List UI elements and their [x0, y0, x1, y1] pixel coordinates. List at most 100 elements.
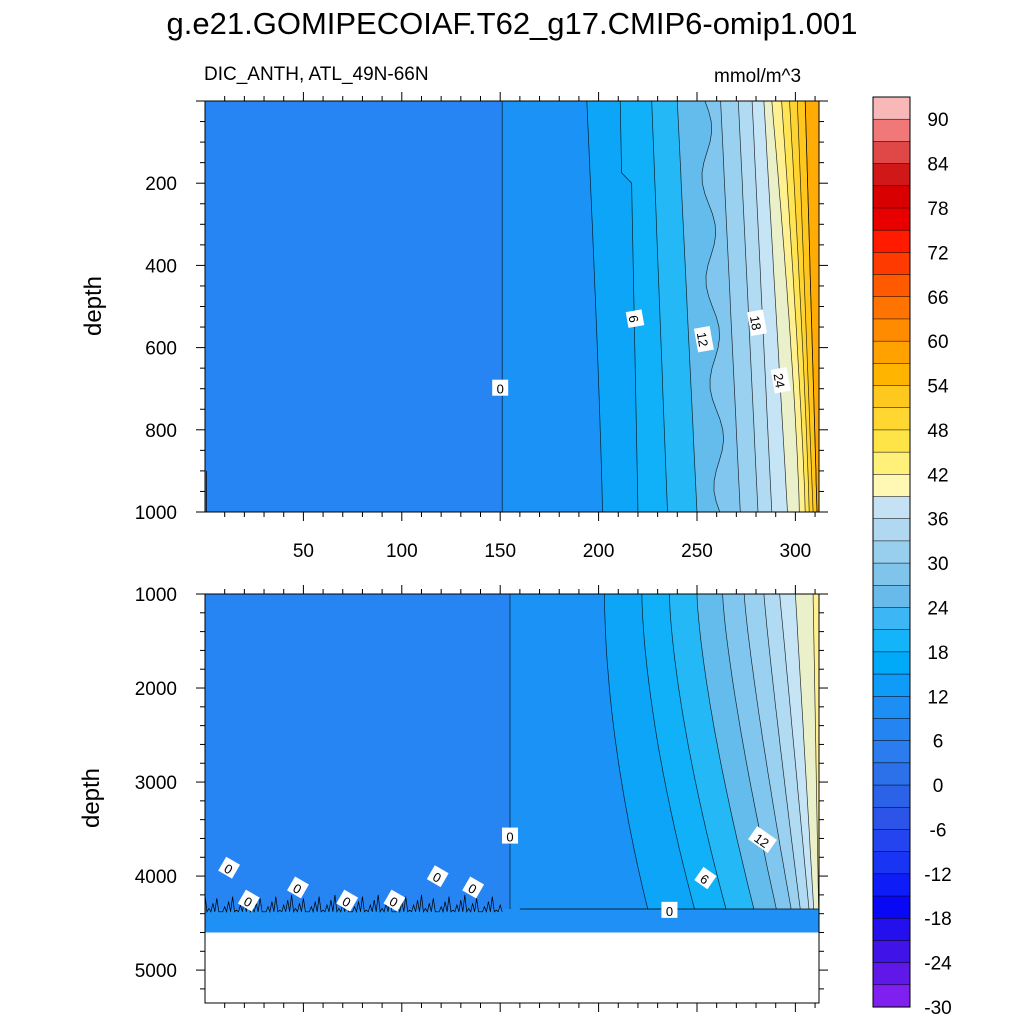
x-tick-label: 300	[780, 541, 812, 562]
x-tick-label: 150	[484, 541, 516, 562]
contour-label-text: 12	[694, 331, 711, 348]
contour-label: 18	[747, 309, 767, 336]
contour-label: 0	[336, 889, 359, 912]
colorbar-label: 66	[927, 288, 948, 309]
colorbar-swatch	[872, 629, 911, 653]
colorbar-swatch	[872, 385, 911, 409]
x-tick-label: 200	[583, 541, 615, 562]
contour-label-box	[492, 379, 509, 396]
colorbar-swatch	[872, 873, 911, 897]
colorbar-swatch	[872, 163, 911, 187]
colorbar-label: 0	[933, 776, 944, 797]
contour-line	[676, 101, 698, 512]
contour-line	[781, 101, 806, 512]
colorbar-label: 18	[927, 643, 948, 664]
contour-band	[805, 101, 819, 512]
contour-line	[205, 894, 503, 914]
contour-label-text: 0	[497, 382, 504, 397]
colorbar-swatch	[872, 540, 911, 564]
contour-label-box	[747, 309, 767, 336]
y-tick-label: 2000	[135, 679, 177, 700]
colorbar-swatch	[872, 806, 911, 830]
colorbar-swatch	[872, 429, 911, 453]
colorbar-label: 24	[927, 598, 949, 619]
contour-line	[771, 101, 800, 512]
contour-line	[641, 594, 702, 933]
colorbar-swatch	[872, 363, 911, 387]
contour-label: 0	[502, 827, 519, 845]
colorbar-label: -6	[930, 820, 947, 841]
contour-label-box	[748, 826, 777, 853]
colorbar-label: 90	[927, 110, 948, 131]
contour-label-box	[462, 876, 485, 899]
colorbar-swatch	[872, 829, 911, 853]
contour-line	[720, 101, 741, 512]
contour-label-box	[426, 865, 449, 888]
contour-label-box	[383, 889, 406, 912]
colorbar-swatch	[872, 118, 911, 142]
colorbar-label: 42	[927, 465, 948, 486]
contour-label: 0	[383, 889, 406, 912]
contour-line	[779, 594, 812, 933]
contour-line	[804, 101, 818, 512]
contour-label: 24	[770, 367, 791, 394]
contour-label: 12	[693, 325, 714, 353]
colorbar-swatch	[872, 962, 911, 986]
colorbar-label: 36	[927, 510, 948, 531]
colorbar-swatch	[872, 851, 911, 875]
colorbar-swatch	[872, 474, 911, 498]
y-tick-label: 200	[145, 174, 177, 195]
contour-line	[795, 594, 816, 933]
colorbar-label: -30	[924, 998, 951, 1019]
y-tick-label: 800	[145, 421, 177, 442]
contour-label-box	[693, 325, 714, 353]
contour-label: 6	[626, 309, 645, 328]
y-tick-label: 600	[145, 339, 177, 360]
chart-subtitle: DIC_ANTH, ATL_49N-66N	[204, 64, 429, 85]
colorbar-swatch	[872, 607, 911, 631]
colorbar: 908478726660544842363024181260-6-12-18-2…	[872, 96, 952, 1019]
colorbar-swatch	[872, 895, 911, 919]
contour-line	[763, 101, 788, 512]
colorbar-swatch	[872, 585, 911, 609]
contour-line	[651, 101, 668, 512]
contour-line	[763, 594, 804, 933]
colorbar-swatch	[872, 229, 911, 253]
y-tick-label: 3000	[135, 773, 177, 794]
colorbar-swatch	[872, 185, 911, 209]
colorbar-swatch	[872, 673, 911, 697]
lower-plot-frame	[204, 593, 820, 1004]
colorbar-swatch	[872, 696, 911, 720]
y-tick-label: 5000	[135, 961, 177, 982]
colorbar-swatch	[872, 274, 911, 298]
contour-line	[797, 101, 814, 512]
contour-label: 0	[218, 856, 241, 879]
contour-label-text: 0	[666, 904, 673, 919]
colorbar-label: -18	[924, 909, 951, 930]
colorbar-swatch	[872, 141, 911, 165]
contour-line	[701, 101, 724, 512]
colorbar-swatch	[872, 340, 911, 364]
contour-label-text: 18	[747, 315, 764, 332]
no-data-area	[205, 932, 819, 1003]
contour-line	[737, 101, 759, 512]
colorbar-swatch	[872, 784, 911, 808]
contour-line	[669, 594, 733, 933]
upper-y-axis-label: depth	[80, 276, 107, 336]
x-tick-label: 250	[681, 541, 713, 562]
contour-line	[789, 101, 810, 512]
contour-line	[722, 594, 782, 933]
lower-y-axis-label: depth	[78, 768, 105, 828]
contour-label-text: 12	[751, 830, 771, 851]
colorbar-swatch	[872, 252, 911, 276]
y-tick-label: 4000	[135, 867, 177, 888]
colorbar-frame	[872, 96, 911, 1008]
colorbar-swatch	[872, 496, 911, 520]
colorbar-label: 72	[927, 243, 948, 264]
colorbar-swatch	[872, 96, 911, 120]
colorbar-label: -24	[924, 954, 952, 975]
contour-label-box	[770, 367, 791, 394]
contour-label-box	[336, 889, 359, 912]
